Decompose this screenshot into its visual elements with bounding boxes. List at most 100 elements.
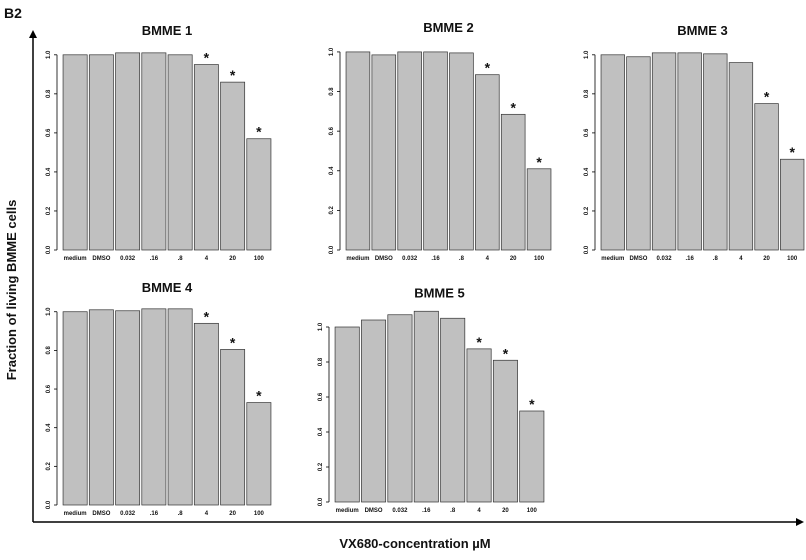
bar	[526, 168, 552, 251]
panel-title: BMME 2	[423, 20, 474, 35]
y-tick-label: 0.6	[329, 126, 335, 135]
bar	[449, 52, 474, 251]
x-tick-label: .16	[150, 511, 159, 517]
y-tick-label: 0.4	[329, 166, 335, 175]
x-tick-label: 4	[477, 508, 481, 514]
significance-marker: *	[204, 50, 210, 66]
y-tick-label: 0.8	[46, 89, 52, 98]
y-tick-label: 0.0	[318, 497, 324, 506]
x-tick-label: DMSO	[375, 256, 393, 262]
x-tick-label: 0.032	[120, 256, 136, 262]
significance-marker: *	[256, 388, 262, 404]
y-tick-label: 0.4	[46, 167, 52, 176]
bar	[475, 74, 500, 251]
y-tick-label: 0.0	[46, 500, 52, 509]
y-tick-label: 0.2	[584, 206, 590, 215]
bar	[397, 51, 422, 251]
y-tick-label: 0.6	[46, 384, 52, 393]
bar	[88, 54, 114, 251]
x-tick-label: 20	[502, 508, 509, 514]
bar	[387, 314, 413, 503]
bar	[246, 138, 272, 251]
x-tick-label: 100	[534, 256, 545, 262]
x-tick-label: DMSO	[365, 508, 383, 514]
significance-marker: *	[764, 89, 770, 105]
bar	[780, 158, 805, 251]
bar	[115, 310, 141, 506]
significance-marker: *	[230, 67, 236, 83]
y-tick-label: 0.4	[46, 423, 52, 432]
x-axis-label: VX680-concentration µM	[339, 536, 490, 551]
bar	[193, 322, 219, 506]
y-tick-label: 1.0	[318, 322, 324, 331]
y-tick-label: 1.0	[46, 50, 52, 59]
bar	[62, 311, 88, 506]
bar	[423, 51, 448, 251]
bar	[193, 64, 219, 251]
bar	[220, 81, 246, 251]
y-tick-label: 0.0	[584, 245, 590, 254]
bar	[677, 52, 702, 251]
significance-marker: *	[476, 334, 482, 350]
x-tick-label: DMSO	[92, 256, 110, 262]
bar	[167, 54, 193, 251]
x-tick-label: 20	[510, 256, 517, 262]
x-tick-label: 4	[739, 256, 743, 262]
y-tick-label: 0.8	[584, 89, 590, 98]
x-tick-label: .8	[713, 256, 719, 262]
bar	[440, 317, 466, 503]
x-tick-label: 20	[763, 256, 770, 262]
significance-marker: *	[510, 99, 516, 115]
bar	[334, 326, 360, 503]
bar	[466, 348, 492, 503]
y-tick-label: 0.0	[329, 245, 335, 254]
panel-title: BMME 1	[142, 23, 193, 38]
y-tick-label: 0.8	[46, 346, 52, 355]
significance-marker: *	[529, 396, 535, 412]
x-tick-label: 4	[205, 511, 209, 517]
x-tick-label: 100	[787, 256, 798, 262]
y-tick-label: 1.0	[46, 307, 52, 316]
y-tick-label: 0.2	[318, 462, 324, 471]
y-tick-label: 0.8	[318, 357, 324, 366]
significance-marker: *	[789, 144, 795, 160]
bar	[88, 309, 114, 506]
bar	[754, 103, 779, 251]
x-tick-label: 0.032	[402, 256, 418, 262]
x-tick-label: 4	[486, 256, 490, 262]
significance-marker: *	[256, 124, 262, 140]
significance-marker: *	[503, 345, 509, 361]
x-tick-label: 100	[254, 256, 265, 262]
bar	[492, 359, 518, 503]
bar	[141, 308, 167, 506]
y-tick-label: 0.6	[318, 392, 324, 401]
x-tick-label: 100	[527, 508, 538, 514]
x-tick-label: medium	[601, 256, 624, 262]
bar	[220, 349, 246, 506]
y-tick-label: 1.0	[329, 47, 335, 56]
panel-label: B2	[4, 5, 22, 21]
significance-marker: *	[230, 334, 236, 350]
x-tick-label: .8	[178, 511, 184, 517]
significance-marker: *	[485, 60, 491, 76]
x-tick-label: medium	[346, 256, 369, 262]
x-tick-label: 0.032	[657, 256, 673, 262]
y-axis-label: Fraction of living BMME cells	[4, 200, 19, 381]
y-tick-label: 0.4	[584, 167, 590, 176]
x-tick-label: DMSO	[629, 256, 647, 262]
bar	[345, 51, 371, 251]
x-tick-label: .16	[150, 256, 159, 262]
x-tick-label: 100	[254, 511, 265, 517]
y-tick-label: 0.6	[46, 128, 52, 137]
bar	[115, 52, 141, 251]
y-tick-label: 0.0	[46, 245, 52, 254]
x-tick-label: medium	[64, 256, 87, 262]
y-tick-label: 0.2	[46, 206, 52, 215]
bar	[728, 62, 754, 251]
y-tick-label: 1.0	[584, 50, 590, 59]
bar	[600, 54, 625, 251]
x-tick-label: 0.032	[392, 508, 408, 514]
x-tick-label: 4	[205, 256, 209, 262]
x-tick-label: medium	[336, 508, 359, 514]
